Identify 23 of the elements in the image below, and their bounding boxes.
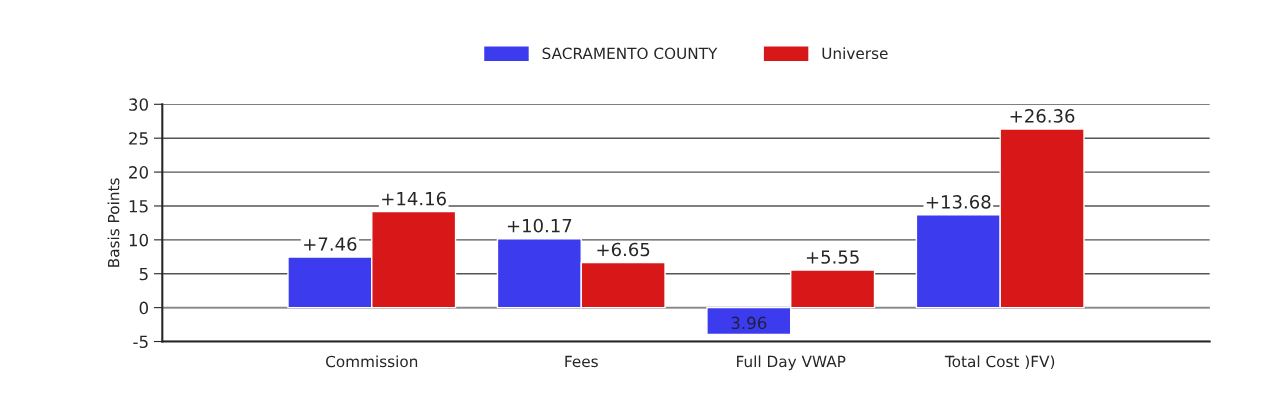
legend-label: Universe	[822, 47, 888, 60]
legend-label: SACRAMENTO COUNTY	[542, 47, 718, 60]
y-tick-label: 30	[129, 98, 148, 111]
y-tick-label: 5	[139, 267, 148, 281]
y-tick-label: 25	[129, 132, 148, 145]
y-tick-label: 20	[129, 166, 148, 179]
y-tick-label: 15	[129, 200, 148, 213]
data-label: +26.36	[1010, 109, 1075, 123]
data-label: +14.16	[382, 191, 446, 206]
x-tick-label: Commission	[326, 355, 418, 368]
y-tick-label: 10	[129, 233, 148, 247]
data-label: +10.17	[507, 218, 572, 233]
x-tick-label: Full Day VWAP	[737, 355, 846, 371]
data-label: +5.55	[806, 250, 859, 264]
y-tick-label: -5	[133, 335, 148, 349]
y-tick-label: 0	[139, 301, 148, 315]
data-label: +13.68	[926, 195, 991, 209]
x-tick-label: Fees	[565, 355, 598, 368]
data-label: +7.46	[304, 237, 357, 251]
data-label: +6.65	[597, 242, 650, 257]
annotation: 3.96	[731, 316, 767, 330]
y-axis-title: Basis Points	[107, 178, 120, 267]
x-tick-label: Total Cost )FV)	[944, 355, 1055, 370]
